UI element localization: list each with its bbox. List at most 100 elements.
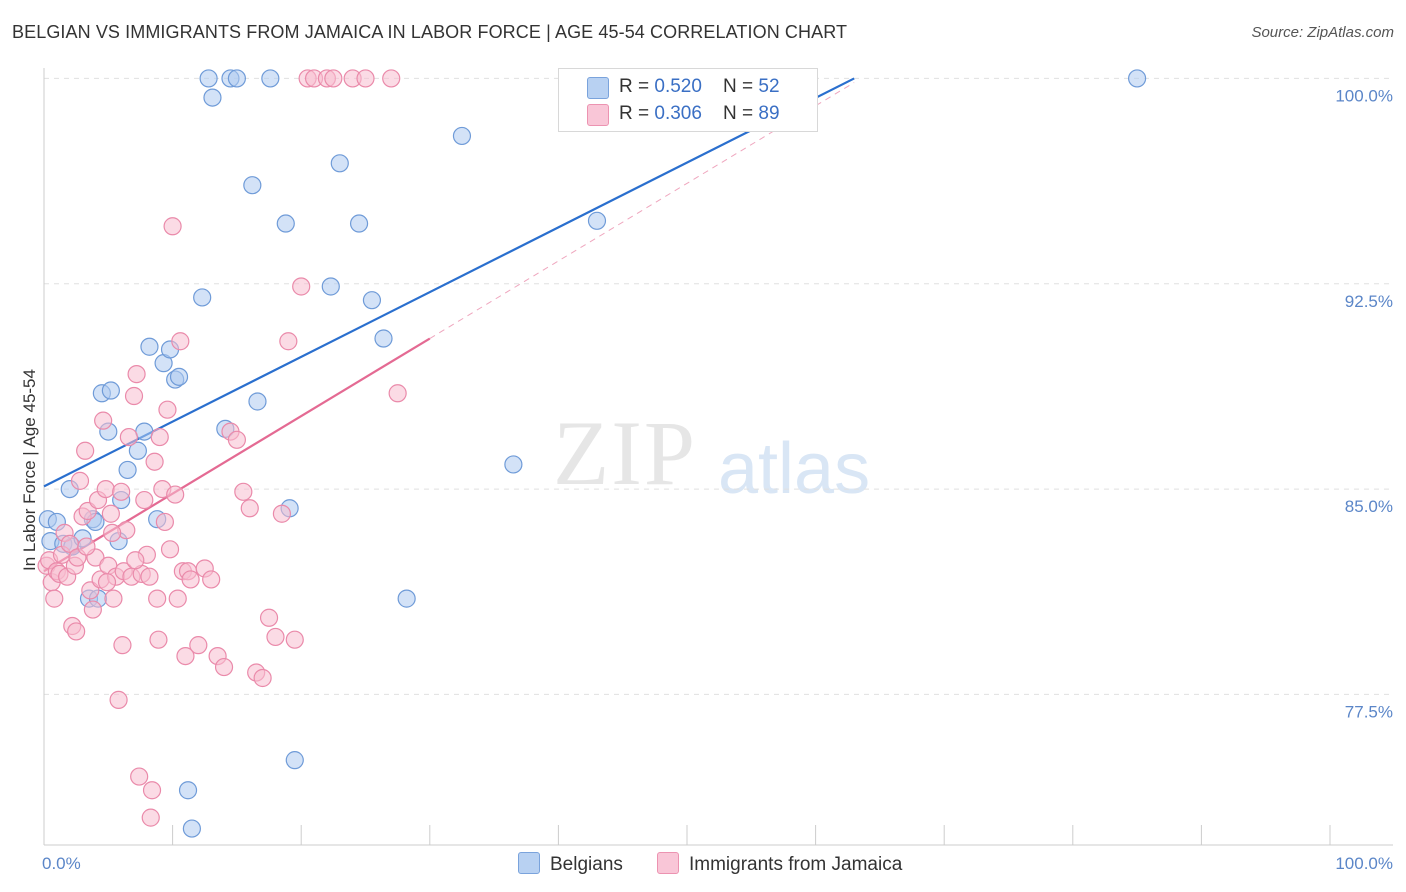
jamaica-point [324,69,343,88]
belgian-point [349,214,369,233]
jamaica-point [76,441,95,460]
jamaica-point [141,808,160,827]
belgian-point [276,214,295,233]
y-tick-label: 77.5% [1345,702,1393,721]
jamaica-point [83,600,102,619]
jamaica-point [279,332,298,351]
belgian-point [101,381,120,400]
legend-n-label: N = [723,103,759,124]
belgian-point [504,455,523,474]
belgian-point [261,69,280,88]
jamaica-point [119,427,138,447]
belgian-point [452,126,472,146]
jamaica-point [149,630,168,649]
watermark-atlas: atlas [718,429,871,509]
bottom-legend-belgians: Belgians [518,852,623,876]
legend-r-value: 0.306 [654,103,702,124]
x-tick-label: 100.0% [1335,854,1393,873]
bottom-legend-label-jamaica: Immigrants from Jamaica [689,854,903,875]
jamaica-point [202,570,221,589]
belgian-trend-line [43,77,855,488]
belgian-point [285,751,304,770]
belgian-point [169,367,189,386]
bottom-swatch-blue [518,852,540,874]
jamaica-point [176,646,195,666]
jamaica-point [227,430,246,449]
x-tick-label: 0.0% [42,854,81,873]
jamaica-point [148,589,167,608]
jamaica-point [70,471,90,490]
jamaica-point [109,690,128,709]
jamaica-point [145,452,164,471]
jamaica-point [234,482,253,501]
jamaica-point [189,636,208,655]
belgian-point [374,329,393,348]
belgian-point [243,176,262,195]
y-tick-label: 100.0% [1335,86,1393,105]
belgian-point [178,781,198,800]
belgian-point [182,819,201,838]
jamaica-point [104,589,123,608]
belgian-point [203,88,222,107]
belgian-point [118,460,137,480]
belgian-point [193,288,212,307]
bottom-swatch-pink [657,852,679,874]
legend-r-label: R = [619,103,655,124]
jamaica-point [112,482,131,501]
jamaica-point [130,767,149,786]
belgian-point [248,392,267,411]
belgian-point [362,291,382,310]
belgian-point [321,277,340,296]
jamaica-point [127,365,146,384]
jamaica-point [259,608,279,627]
jamaica-point [292,277,311,296]
belgian-point [135,422,154,441]
jamaica-point [171,332,190,351]
bottom-legend-label-belgians: Belgians [550,854,623,875]
jamaica-point [126,551,145,570]
jamaica-point [266,627,285,647]
jamaica-trend-line [43,337,431,573]
watermark-zip: ZIP [553,402,697,504]
tick-labels: 77.5% 85.0% 92.5% 100.0% 0.0% 100.0% [42,86,1393,873]
legend-stats-jamaica: R = 0.306 N = 89 [619,103,780,125]
jamaica-point [77,537,96,556]
jamaica-point [382,69,401,88]
jamaica-point [272,504,292,523]
jamaica-point [253,668,272,688]
jamaica-point [135,490,154,510]
source-label: Source: ZipAtlas.com [1251,24,1394,41]
belgian-point [140,337,159,356]
jamaica-point [142,781,162,800]
jamaica-point [97,573,117,592]
y-tick-label: 85.0% [1345,497,1393,516]
legend-r-value: 0.520 [654,76,702,97]
belgian-point [199,69,218,88]
y-tick-label: 92.5% [1345,292,1393,311]
belgian-point [1127,69,1147,88]
legend-n-value: 52 [758,76,780,97]
data-points [37,69,1147,838]
jamaica-point [163,217,182,236]
legend-stats-belgians: R = 0.520 N = 52 [619,76,780,98]
legend: R = 0.520 N = 52 R = 0.306 N = 89 [558,68,818,132]
jamaica-point [45,589,64,608]
jamaica-point [214,657,234,677]
jamaica-point [158,400,177,419]
belgian-point [587,211,607,230]
jamaica-point [113,636,132,655]
jamaica-point [168,589,187,608]
axes [43,68,1393,846]
jamaica-point [124,386,144,406]
jamaica-point [388,384,407,403]
jamaica-point [240,499,259,518]
jamaica-point [94,411,113,430]
jamaica-point [181,570,200,589]
jamaica-point [166,485,185,504]
jamaica-point [150,427,169,447]
jamaica-point [155,512,174,532]
jamaica-point [101,504,120,523]
legend-r-label: R = [619,76,655,97]
legend-n-value: 89 [758,103,780,124]
